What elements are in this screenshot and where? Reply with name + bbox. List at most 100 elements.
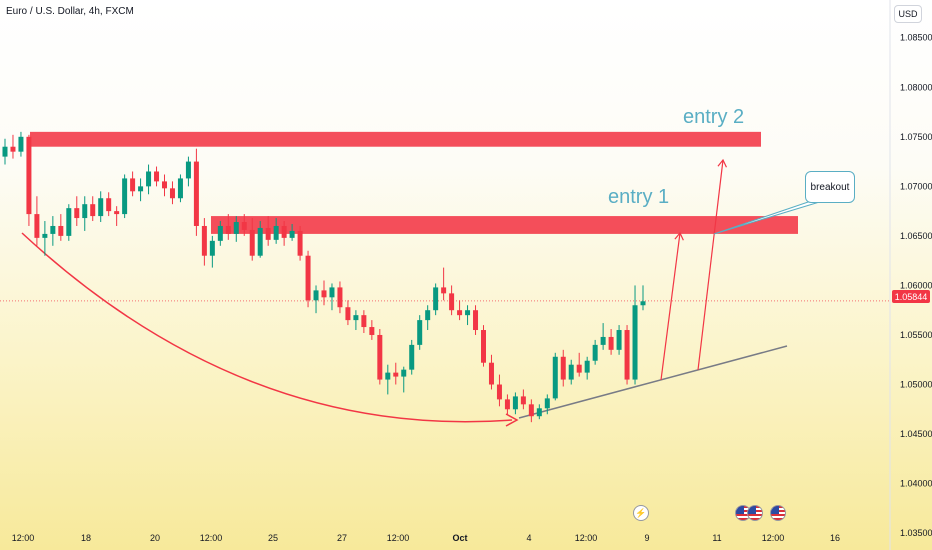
entry-1-label[interactable]: entry 1 [608,186,670,208]
candle-body [528,404,534,417]
candle [233,216,239,242]
us-flag-icon[interactable] [747,505,763,521]
candle-body [552,356,558,399]
candle [417,315,423,350]
candle [473,305,479,335]
candle-body [281,225,287,238]
x-tick-label: 9 [644,533,649,543]
candle-body [185,161,191,179]
x-tick-label: 4 [526,533,531,543]
x-tick-label: 12:00 [12,533,35,543]
current-price-badge: 1.05844 [892,290,930,303]
candle-body [98,198,104,217]
candle-body [441,287,447,294]
candle-body [58,225,64,236]
us-flag-icon[interactable] [770,505,786,521]
candle [512,392,518,415]
entry-1-arrow-head [674,231,684,241]
candle [337,281,343,314]
candle [26,134,32,226]
x-tick-label: 12:00 [762,533,785,543]
candle [377,329,383,385]
candle [584,356,590,380]
resistance-zone [211,216,798,234]
candle [369,320,375,340]
candle-body [201,225,207,256]
candle [441,267,447,301]
candle-body [225,225,231,234]
candle-body [2,146,8,157]
candle-body [233,222,239,234]
candle [297,225,303,261]
y-tick-label: 1.06000 [900,280,932,290]
candle-body [106,198,112,212]
entry-2-label[interactable]: entry 2 [683,106,745,128]
candle-body [26,136,32,215]
x-tick-label: 25 [268,533,278,543]
candle [528,399,534,423]
candle-body [82,204,88,219]
x-tick-label: 27 [337,533,347,543]
candle-body [18,136,24,152]
candle [90,196,96,222]
candle [536,404,542,420]
candle [162,174,167,197]
lightning-icon[interactable]: ⚡ [633,505,649,521]
x-tick-label: 12:00 [387,533,410,543]
candle [313,285,319,314]
candle [624,325,630,385]
candle-body [305,255,311,301]
candle-body [353,315,359,321]
y-tick-label: 1.06500 [900,231,932,241]
y-tick-label: 1.05000 [900,380,932,390]
candle [217,221,223,246]
candle [321,280,327,306]
candle-body [385,372,391,380]
candle [353,310,359,331]
candle-body [592,344,598,361]
candle [552,352,558,401]
candle-body [465,310,471,316]
y-tick-label: 1.08500 [900,33,932,43]
candle [225,214,231,240]
currency-button[interactable]: USD [894,5,922,23]
candle [504,394,510,415]
candle [560,349,566,387]
candle [329,283,335,311]
candle [249,218,255,261]
candle-body [433,287,439,311]
candle-body [34,214,40,238]
candle [18,131,24,157]
candle [449,285,455,316]
candle-body [289,230,295,238]
candle-body [576,364,582,373]
y-tick-label: 1.05500 [900,330,932,340]
candle-body [640,301,646,306]
candle-body [473,310,479,331]
candle-body [114,211,120,215]
candle [154,166,160,187]
candle-body [544,398,550,409]
candle-body [241,222,247,230]
candle [106,192,112,217]
candle [425,305,431,331]
candle [401,366,407,393]
candle [616,325,622,355]
candle [409,339,415,375]
candle [576,352,582,377]
candle-body [369,327,375,335]
candle [496,374,502,407]
candle [130,171,136,197]
candle-body [265,227,271,240]
breakout-callout[interactable]: breakout [805,171,855,203]
candle [465,305,471,326]
candle [42,221,48,256]
candle-body [608,336,614,350]
candle [592,339,598,365]
y-tick-label: 1.03500 [900,528,932,538]
y-tick-label: 1.04000 [900,479,932,489]
candle-body [512,396,518,410]
x-tick-label: Oct [452,533,467,543]
